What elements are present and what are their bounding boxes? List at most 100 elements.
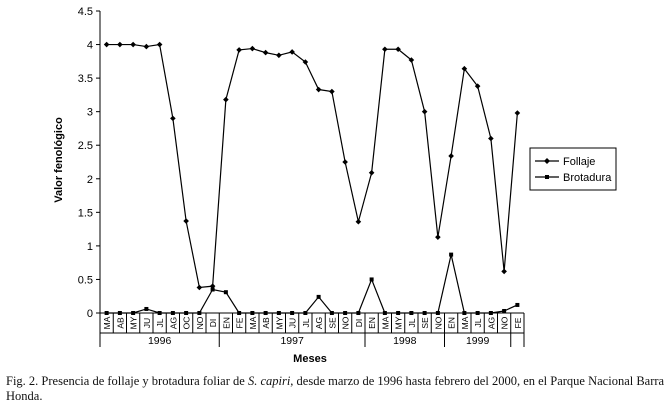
data-point bbox=[356, 311, 361, 315]
caption-species: S. capiri bbox=[247, 374, 291, 388]
data-point bbox=[462, 311, 467, 315]
data-point bbox=[276, 311, 281, 315]
data-point bbox=[290, 311, 295, 315]
legend: Follaje Brotadura bbox=[529, 147, 617, 191]
data-point bbox=[130, 41, 136, 48]
data-point bbox=[409, 311, 414, 315]
x-year-label: 1998 bbox=[393, 335, 417, 347]
data-point bbox=[209, 283, 216, 289]
data-point bbox=[395, 46, 401, 53]
x-axis: MA AB MY JU JL AG OC NO DI EN FE MA AB MY JU JL AG SE NO DI… bbox=[99, 312, 525, 347]
data-point bbox=[355, 218, 362, 225]
series-follaje bbox=[103, 41, 521, 291]
data-point bbox=[501, 268, 507, 275]
y-tick-label: 3 bbox=[87, 107, 93, 119]
data-point bbox=[408, 57, 415, 63]
data-point bbox=[303, 311, 308, 315]
y-axis: 0 0.5 1 1.5 2 2.5 3 3.5 4 4.5 bbox=[78, 6, 101, 320]
y-tick-label: 0 bbox=[87, 308, 93, 320]
data-point bbox=[144, 306, 149, 311]
data-point bbox=[435, 234, 441, 240]
y-tick-label: 4.5 bbox=[78, 6, 93, 18]
x-tick-label: JL bbox=[407, 318, 417, 327]
data-point bbox=[422, 311, 427, 315]
data-point bbox=[382, 46, 388, 53]
x-tick-label: AG bbox=[168, 317, 178, 329]
caption-suffix: , desde marzo de 1996 hasta febrero del … bbox=[6, 374, 665, 403]
data-point bbox=[382, 311, 387, 315]
x-tick-label: EN bbox=[447, 317, 457, 329]
data-point bbox=[449, 252, 454, 257]
x-tick-label: OC bbox=[182, 317, 192, 330]
x-tick-label: JL bbox=[155, 318, 165, 327]
x-year-label: 1997 bbox=[280, 335, 304, 347]
data-point bbox=[514, 110, 521, 116]
data-point bbox=[249, 45, 256, 52]
data-point bbox=[421, 108, 428, 115]
data-point bbox=[197, 311, 202, 315]
x-tick-label: EN bbox=[221, 317, 231, 329]
x-tick-label: JL bbox=[301, 318, 311, 327]
x-tick-label: AG bbox=[486, 317, 496, 329]
x-tick-label: SE bbox=[327, 317, 337, 329]
data-point bbox=[210, 287, 215, 292]
data-point bbox=[170, 311, 175, 315]
data-point bbox=[263, 311, 268, 315]
legend-marker bbox=[544, 158, 550, 164]
data-point bbox=[488, 135, 494, 142]
y-axis-label: Valor fenológico bbox=[53, 117, 65, 203]
data-point bbox=[488, 311, 493, 315]
x-tick-label: MY bbox=[274, 316, 284, 329]
data-point bbox=[315, 86, 322, 93]
data-point bbox=[262, 49, 269, 56]
x-tick-label: MA bbox=[380, 316, 390, 329]
data-point bbox=[302, 59, 309, 65]
y-tick-label: 2.5 bbox=[78, 140, 93, 152]
y-tick-label: 4 bbox=[87, 40, 93, 52]
data-point bbox=[223, 290, 228, 295]
data-point bbox=[368, 169, 375, 176]
x-year-label: 1999 bbox=[466, 335, 490, 347]
figure-caption: Fig. 2. Presencia de follaje y brotadura… bbox=[6, 374, 666, 404]
data-point bbox=[156, 41, 163, 48]
data-point bbox=[237, 311, 242, 315]
data-point bbox=[448, 153, 454, 159]
series-line bbox=[106, 254, 518, 314]
data-point bbox=[316, 294, 321, 299]
phenology-line-chart: 00.511.522.533.544.5 MA AB MY JU JL AG OC NO DI E… bbox=[53, 6, 617, 365]
x-tick-label: AG bbox=[314, 317, 324, 329]
x-tick-label: MY bbox=[394, 316, 404, 329]
y-tick-label: 3.5 bbox=[78, 73, 93, 85]
legend-label: Brotadura bbox=[563, 172, 612, 184]
data-point bbox=[104, 311, 109, 315]
x-tick-label: JU bbox=[288, 318, 298, 328]
x-tick-label: EN bbox=[367, 317, 377, 329]
y-tick-label: 0.5 bbox=[78, 274, 93, 286]
data-point bbox=[143, 43, 150, 50]
data-point bbox=[157, 311, 162, 315]
x-tick-label: MA bbox=[248, 316, 258, 329]
data-point bbox=[435, 311, 440, 315]
x-tick-label: NO bbox=[341, 316, 351, 329]
data-point bbox=[474, 83, 481, 89]
x-tick-label: NO bbox=[195, 316, 205, 329]
data-point bbox=[329, 311, 334, 315]
x-tick-label: JU bbox=[142, 318, 152, 328]
x-tick-label: DI bbox=[354, 319, 364, 328]
data-point bbox=[236, 47, 242, 53]
data-point bbox=[515, 302, 520, 307]
series-layer bbox=[103, 41, 521, 315]
data-point bbox=[369, 277, 374, 282]
x-tick-label: MA bbox=[102, 316, 112, 329]
data-point bbox=[343, 311, 348, 315]
x-tick-label: MA bbox=[460, 316, 470, 329]
x-tick-label: SE bbox=[420, 317, 430, 329]
x-tick-label: JL bbox=[473, 318, 483, 327]
legend-label: Follaje bbox=[563, 156, 595, 168]
data-point bbox=[131, 311, 136, 315]
data-point bbox=[170, 115, 176, 122]
data-point bbox=[196, 284, 203, 291]
data-point bbox=[223, 96, 229, 103]
y-tick-label: 1.5 bbox=[78, 207, 93, 219]
series-line bbox=[106, 43, 518, 289]
